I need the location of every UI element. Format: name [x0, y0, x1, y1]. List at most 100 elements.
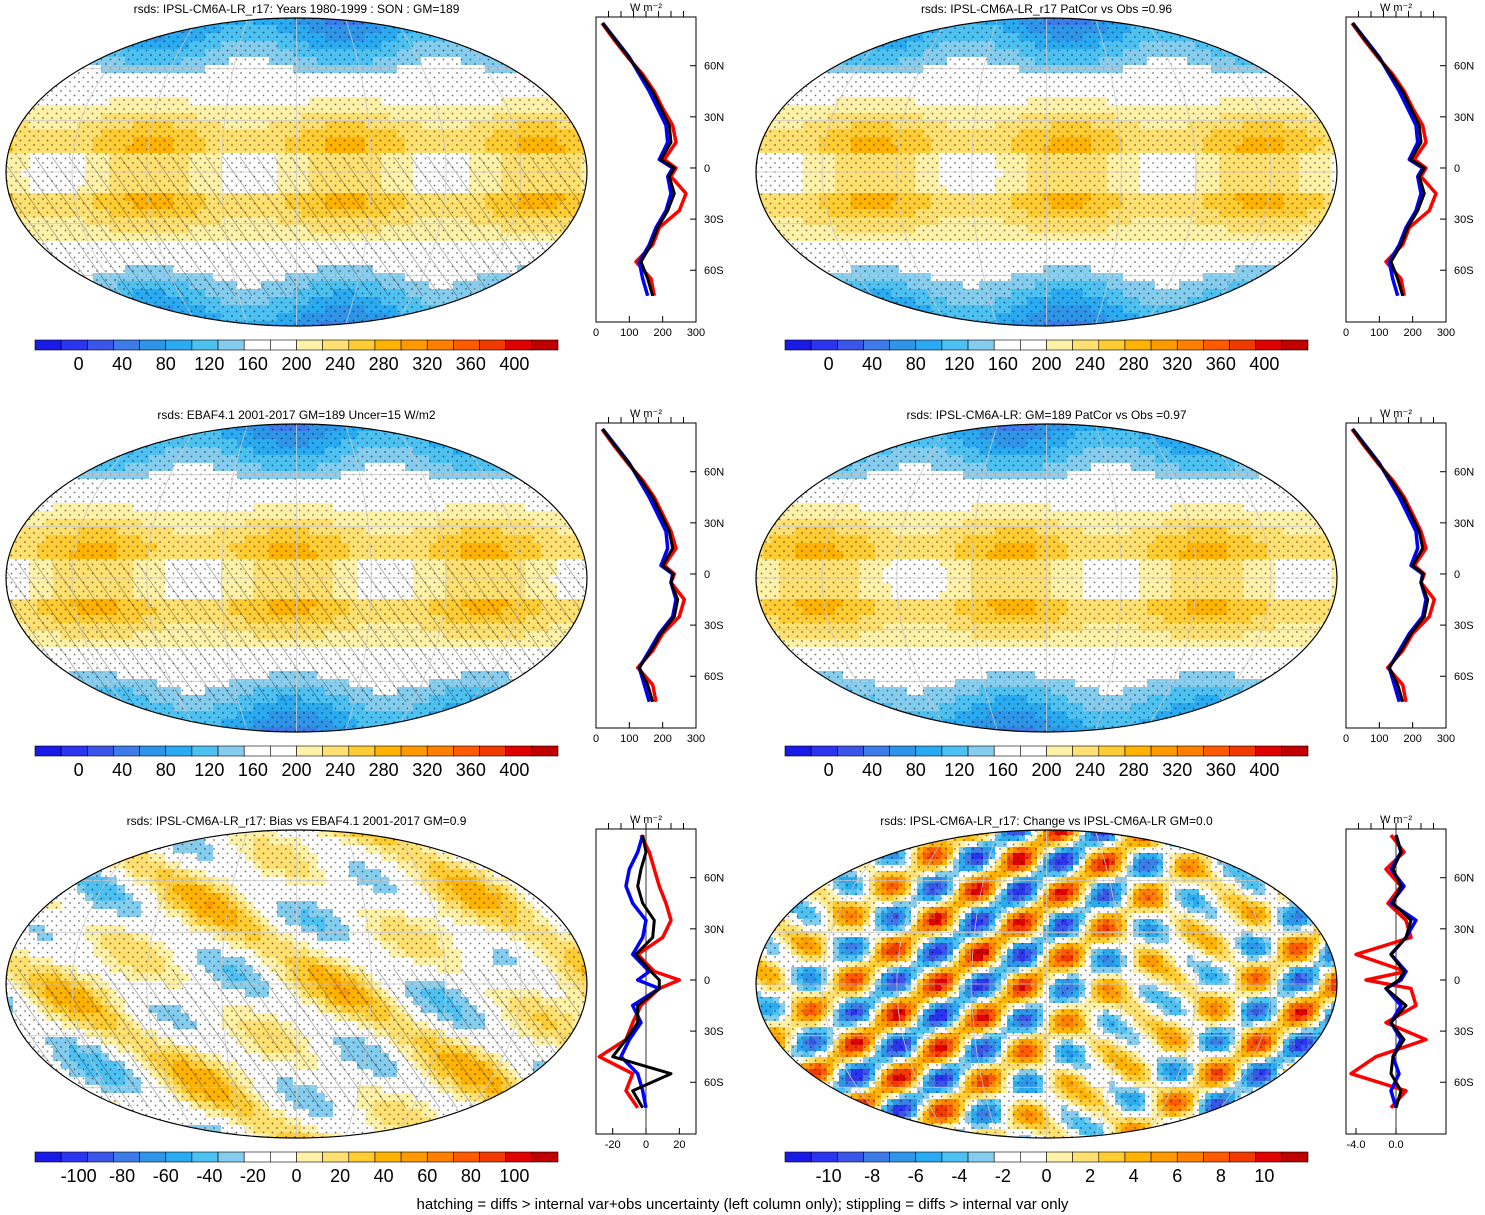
map-cell: [77, 18, 86, 26]
map-cell: [69, 297, 78, 306]
map-cell: [101, 297, 110, 306]
map-cell: [469, 321, 478, 326]
map-cell: [581, 281, 587, 290]
map-cell: [525, 313, 534, 322]
map-cell: [891, 25, 900, 34]
map-cell: [803, 49, 812, 58]
map-cell: [549, 18, 558, 26]
map-cell: [61, 321, 70, 326]
map-cell: [1267, 49, 1276, 58]
map-cell: [517, 281, 526, 290]
map-cell: [1331, 73, 1337, 82]
map-cell: [1323, 57, 1332, 66]
map-cell: [1331, 33, 1337, 42]
map-cell: [771, 81, 780, 90]
map-cell: [6, 41, 14, 50]
map-cell: [501, 313, 510, 322]
map-cell: [549, 49, 558, 58]
map-cell: [851, 33, 860, 42]
map-cell: [469, 305, 478, 314]
map-cell: [1299, 18, 1308, 26]
map-cell: [1203, 18, 1212, 26]
map-cell: [1235, 41, 1244, 50]
map-cell: [859, 25, 868, 34]
map-cell: [859, 33, 868, 42]
map-cell: [77, 281, 86, 290]
map-cell: [109, 297, 118, 306]
map-cell: [45, 273, 54, 282]
map-cell: [867, 25, 876, 34]
map-cell: [21, 49, 30, 58]
map-cell: [756, 217, 764, 226]
map-cell: [756, 105, 764, 114]
map-cell: [763, 81, 772, 90]
map-cell: [21, 33, 30, 42]
colorbar-label: 80: [155, 354, 176, 374]
map-cell: [117, 305, 126, 314]
map-cell: [843, 25, 852, 34]
map-cell: [109, 313, 118, 322]
map-cell: [477, 305, 486, 314]
map-cell: [771, 65, 780, 74]
map-cell: [1243, 33, 1252, 42]
map-cell: [803, 33, 812, 42]
map-cell: [125, 305, 134, 314]
map-cell: [787, 57, 796, 66]
map-cell: [541, 305, 550, 314]
map-cell: [835, 18, 844, 26]
map-cell: [581, 297, 587, 306]
map-cell: [803, 18, 812, 26]
map-cell: [493, 33, 502, 42]
map-cell: [756, 33, 764, 42]
map-cell: [779, 18, 788, 26]
map-cell: [397, 321, 406, 326]
map-cell: [29, 25, 38, 34]
map-cell: [573, 281, 582, 290]
map-cell: [6, 233, 14, 242]
map-cell: [461, 18, 470, 26]
map-cell: [493, 25, 502, 34]
colorbar: [34, 339, 559, 351]
map-cell: [429, 18, 438, 26]
map-cell: [1283, 41, 1292, 50]
map-cell: [1331, 217, 1337, 226]
map-cell: [101, 313, 110, 322]
map-cell: [763, 73, 772, 82]
map-cell: [763, 233, 772, 242]
map-cell: [549, 57, 558, 66]
graticule-lon: [71, 18, 152, 326]
map-cell: [1179, 25, 1188, 34]
map-cell: [413, 313, 422, 322]
map-cell: [1315, 25, 1324, 34]
map-cell: [763, 105, 772, 114]
map-cell: [557, 57, 566, 66]
map-cell: [557, 89, 566, 98]
map-cell: [1291, 49, 1300, 58]
map-cell: [149, 18, 158, 26]
colorbar-swatch: [296, 339, 323, 351]
map-cell: [21, 305, 30, 314]
map-cell: [533, 41, 542, 50]
map-cell: [549, 249, 558, 258]
map-cell: [1147, 18, 1156, 26]
map-cell: [549, 281, 558, 290]
map-cell: [771, 33, 780, 42]
map-cell: [45, 305, 54, 314]
map-cell: [13, 249, 22, 258]
map-cell: [557, 18, 566, 26]
map-cell: [771, 57, 780, 66]
map-cell: [29, 249, 38, 258]
map-cell: [779, 33, 788, 42]
map-cell: [37, 57, 46, 66]
map-cell: [565, 25, 574, 34]
map-cell: [493, 321, 502, 326]
map-cell: [517, 25, 526, 34]
map-cell: [1307, 81, 1316, 90]
map-cell: [1331, 121, 1337, 130]
map-cell: [573, 257, 582, 266]
map-cell: [549, 41, 558, 50]
map-cell: [6, 73, 14, 82]
map-cell: [756, 18, 764, 26]
map-cell: [477, 297, 486, 306]
map-cell: [1307, 89, 1316, 98]
